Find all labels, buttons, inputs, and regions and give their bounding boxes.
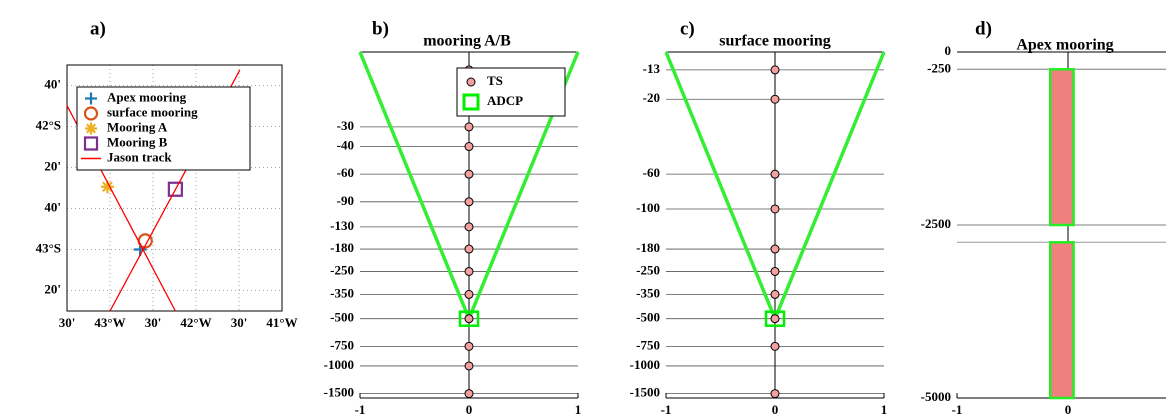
y-tick-label: 42°S (36, 117, 61, 132)
ts-sensor (770, 169, 780, 179)
y-tick-label: 0 (945, 43, 952, 58)
x-tick-label: 0 (772, 402, 779, 417)
y-tick-label: -500 (636, 310, 660, 325)
x-tick-label: -1 (355, 402, 366, 417)
legend-label: ADCP (487, 93, 523, 108)
y-tick-label: -350 (636, 285, 660, 300)
y-tick-label: -750 (330, 337, 354, 352)
y-tick-label: -13 (643, 61, 661, 76)
legend-swatch (466, 77, 476, 87)
chart-title: surface mooring (719, 33, 831, 50)
y-tick-label: -1500 (324, 385, 354, 400)
y-tick-label: -40 (337, 137, 354, 152)
chart-title: Apex mooring (1016, 37, 1113, 54)
ts-sensor (464, 361, 474, 371)
legend-swatch (85, 122, 97, 135)
legend-label: Jason track (107, 149, 172, 164)
x-tick-label: 30' (59, 315, 76, 330)
profiler-range (1048, 241, 1075, 400)
y-tick-label: -750 (636, 337, 660, 352)
legend-swatch (83, 136, 99, 151)
y-tick-label: -1500 (630, 385, 660, 400)
x-tick-label: 1 (881, 402, 888, 417)
legend-swatch (462, 93, 480, 111)
y-tick-label: -250 (636, 262, 660, 277)
ts-sensor (770, 289, 780, 299)
y-tick-label: -350 (330, 285, 354, 300)
y-tick-label: -2500 (921, 216, 951, 231)
y-tick-label: -130 (330, 218, 354, 233)
ts-sensor (464, 289, 474, 299)
y-tick-label: -250 (927, 60, 951, 75)
y-tick-label: -60 (337, 165, 354, 180)
adcp (764, 310, 786, 327)
legend-box (76, 86, 251, 171)
x-tick-label: 0 (1065, 402, 1072, 417)
y-tick-label: -500 (330, 310, 354, 325)
y-tick-label: -180 (330, 240, 354, 255)
x-tick-label: 41°W (266, 315, 297, 330)
ts-sensor (464, 169, 474, 179)
x-tick-label: -1 (952, 402, 963, 417)
plot-frame (66, 64, 283, 312)
y-tick-label: -180 (636, 240, 660, 255)
y-tick-label: -1000 (324, 357, 354, 372)
marker (100, 180, 114, 194)
legend-label: surface mooring (107, 104, 198, 119)
ts-sensor (770, 204, 780, 214)
y-tick-label: 20' (44, 281, 61, 296)
x-tick-label: 42°W (180, 315, 211, 330)
legend-swatch (83, 106, 99, 121)
x-tick-label: 30' (231, 315, 248, 330)
x-tick-label: 30' (145, 315, 162, 330)
adcp (458, 310, 480, 327)
y-tick-label: -1000 (630, 357, 660, 372)
ts-sensor (464, 244, 474, 254)
ts-sensor (770, 266, 780, 276)
legend-label: Mooring B (107, 134, 168, 149)
y-tick-label: -60 (643, 165, 660, 180)
legend-label: Apex mooring (107, 89, 187, 104)
legend-swatch (85, 92, 97, 105)
y-tick-label: -20 (643, 90, 660, 105)
ts-sensor (770, 65, 780, 75)
ts-sensor (464, 222, 474, 232)
ts-sensor (770, 94, 780, 104)
chart-title: mooring A/B (423, 33, 511, 50)
ts-sensor (770, 341, 780, 351)
panel-label: d) (975, 18, 992, 39)
ts-sensor (464, 341, 474, 351)
ts-sensor (464, 122, 474, 132)
y-tick-label: -30 (337, 118, 354, 133)
ts-sensor (464, 142, 474, 152)
y-tick-label: -5000 (921, 389, 951, 404)
y-tick-label: -100 (636, 200, 660, 215)
y-tick-label: 20' (44, 158, 61, 173)
ts-sensor (464, 389, 474, 399)
y-tick-label: -90 (337, 193, 354, 208)
ts-sensor (770, 314, 780, 324)
y-tick-label: 43°S (36, 240, 61, 255)
ts-sensor (770, 244, 780, 254)
x-tick-label: 1 (575, 402, 582, 417)
legend-label: TS (487, 73, 503, 88)
profiler-range (1048, 68, 1075, 227)
panel-label: c) (680, 18, 695, 39)
ts-sensor (464, 314, 474, 324)
y-tick-label: 40' (44, 199, 61, 214)
ts-sensor (464, 197, 474, 207)
x-tick-label: 0 (466, 402, 473, 417)
marker (167, 181, 183, 197)
ts-sensor (770, 389, 780, 399)
y-tick-label: 40' (44, 76, 61, 91)
ts-sensor (464, 266, 474, 276)
legend-label: Mooring A (107, 119, 168, 134)
panel-label: b) (372, 18, 389, 39)
x-tick-label: 43°W (94, 315, 125, 330)
y-tick-label: -250 (330, 262, 354, 277)
panel-label: a) (90, 18, 106, 39)
x-tick-label: -1 (661, 402, 672, 417)
